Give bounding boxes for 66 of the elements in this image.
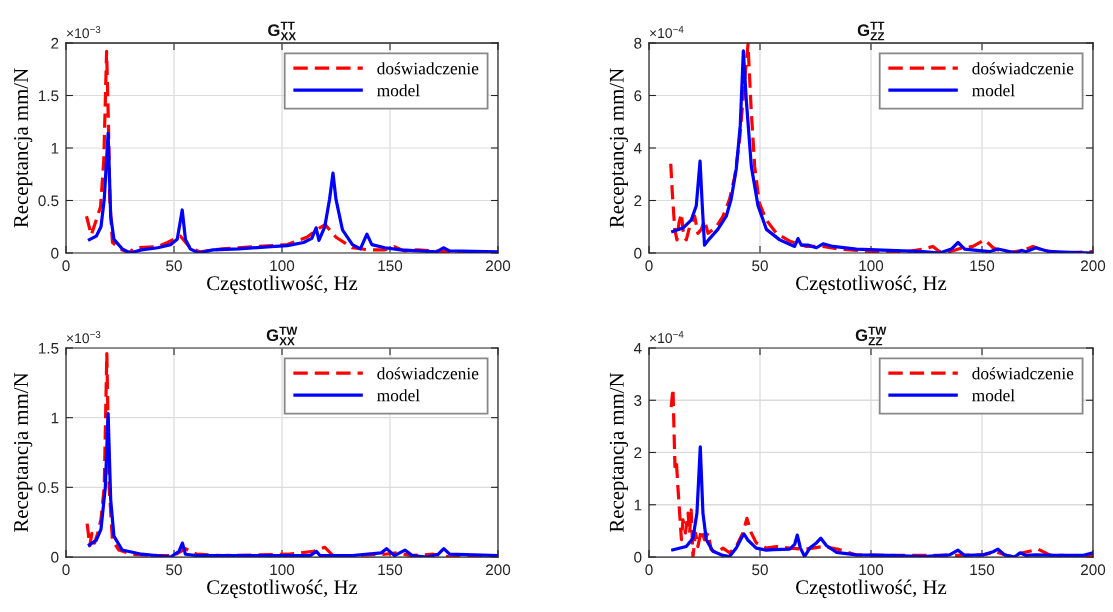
x-tick-label: 0	[645, 564, 653, 576]
text: ×10$^{−3}$	[66, 26, 101, 39]
y-tick-label: 4	[633, 143, 642, 154]
x-tick-label: 50	[166, 564, 182, 576]
x-tick-label: 100	[859, 260, 884, 272]
y-tick-label: 8	[634, 37, 642, 49]
y-tick-label: 0	[634, 551, 642, 563]
x-axis-title: Częstotliwość, Hz	[796, 579, 947, 599]
x-tick-label: 50	[752, 564, 768, 576]
x-tick-label: 200	[486, 564, 511, 576]
y-axis-title: Receptancja mm/N	[14, 372, 33, 533]
x-tick-label: 150	[970, 260, 995, 272]
y-tick-label: 4	[633, 343, 642, 354]
line-series	[86, 131, 498, 253]
y-tick-label: 0.5	[38, 482, 59, 494]
y-axis-title: Receptancja mm/N	[609, 68, 628, 228]
x-tick-label: 100	[859, 564, 884, 576]
y-tick-label: 1	[51, 143, 59, 154]
legend-label: model	[972, 389, 1015, 402]
x-tick-label: 0	[62, 260, 70, 272]
x-axis-title: Częstotliwość, Hz	[207, 579, 358, 599]
x-axis-title: Częstotliwość, Hz	[207, 275, 358, 295]
y-tick-label: 0.5	[38, 195, 59, 207]
chart-title: G$^{TT}$$_{ZZ}$	[857, 21, 885, 41]
text: ×10$^{−4}$	[649, 26, 684, 39]
legend-label: doświadczenie	[377, 367, 479, 380]
x-tick-label: 0	[62, 564, 70, 576]
legend-label: doświadczenie	[972, 62, 1074, 75]
x-tick-label: 200	[1081, 564, 1106, 576]
x-tick-label: 200	[486, 260, 511, 272]
y-tick-label: 0	[634, 247, 642, 259]
text: ×10$^{−4}$	[649, 331, 684, 344]
y-tick-label: 3	[634, 395, 642, 406]
x-tick-label: 50	[752, 260, 768, 272]
legend-label: model	[377, 389, 420, 402]
line-series	[669, 445, 1093, 557]
x-axis-title: Częstotliwość, Hz	[796, 275, 947, 295]
x-tick-label: 100	[270, 260, 295, 272]
y-tick-label: 2	[634, 195, 642, 207]
chart-title: G$^{TT}$$_{XX}$	[268, 21, 296, 41]
x-tick-label: 150	[378, 564, 403, 576]
chart-title: G$^{TW}$$_{ZZ}$	[855, 326, 887, 346]
legend-label: model	[972, 84, 1015, 97]
x-tick-label: 100	[270, 564, 295, 576]
legend-label: model	[377, 84, 420, 97]
x-tick-label: 150	[378, 260, 403, 272]
y-axis-title: Receptancja mm/N	[609, 372, 628, 533]
y-tick-label: 2	[634, 447, 642, 459]
y-axis-title: Receptancja mm/N	[14, 68, 33, 228]
text: ×10$^{−3}$	[66, 331, 101, 344]
y-tick-label: 2	[51, 37, 59, 49]
legend-label: doświadczenie	[377, 62, 479, 75]
x-tick-label: 0	[645, 260, 653, 272]
y-tick-label: 1.5	[38, 343, 59, 354]
y-tick-label: 1	[634, 499, 642, 511]
legend-label: doświadczenie	[972, 367, 1074, 380]
line-series	[86, 411, 498, 557]
x-tick-label: 150	[970, 564, 995, 576]
y-tick-label: 0	[51, 551, 59, 563]
y-tick-label: 6	[634, 90, 642, 102]
x-tick-label: 200	[1081, 260, 1106, 272]
y-tick-label: 1	[51, 412, 59, 424]
y-tick-label: 1.5	[38, 90, 59, 102]
chart-title: G$^{TW}$$_{XX}$	[266, 326, 298, 346]
y-tick-label: 0	[51, 247, 59, 259]
x-tick-label: 50	[166, 260, 182, 272]
